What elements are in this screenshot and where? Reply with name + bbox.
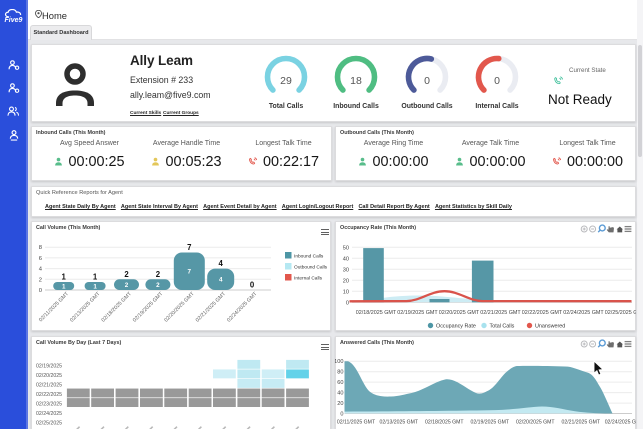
svg-text:02/22/2025: 02/22/2025 [36, 392, 62, 398]
svg-text:0: 0 [346, 300, 349, 306]
svg-text:02/21/2025: 02/21/2025 [36, 383, 62, 389]
svg-text:02/20/2025 GMT: 02/20/2025 GMT [163, 291, 196, 324]
svg-text:1: 1 [93, 273, 98, 282]
svg-text:0: 0 [250, 281, 255, 290]
svg-text:02/11/2025 GMT: 02/11/2025 GMT [337, 420, 376, 426]
svg-text:0: 0 [424, 75, 430, 87]
svg-text:02/13/2025 GMT: 02/13/2025 GMT [380, 420, 419, 426]
svg-text:6: 6 [39, 256, 42, 262]
svg-text:Outbound Calls: Outbound Calls [294, 265, 328, 271]
svg-text:50: 50 [343, 245, 349, 251]
svg-text:02/20/2025: 02/20/2025 [36, 373, 62, 379]
svg-text:8: 8 [39, 245, 42, 251]
svg-text:30: 30 [343, 267, 349, 273]
svg-text:1: 1 [93, 283, 97, 290]
svg-text:40: 40 [337, 391, 343, 397]
svg-text:18: 18 [350, 75, 362, 87]
svg-text:2: 2 [39, 277, 42, 283]
svg-text:02/18/2025 GMT: 02/18/2025 GMT [356, 310, 397, 316]
svg-text:02/25/2025: 02/25/2025 [36, 421, 62, 427]
svg-text:60: 60 [337, 380, 343, 386]
svg-text:02/18/2025 GMT: 02/18/2025 GMT [101, 291, 134, 324]
svg-text:Total Calls: Total Calls [490, 324, 515, 330]
svg-text:Occupancy Rate: Occupancy Rate [436, 324, 476, 330]
svg-text:Internal Calls: Internal Calls [294, 276, 323, 282]
svg-text:0: 0 [340, 412, 343, 418]
svg-text:4: 4 [219, 259, 224, 268]
svg-text:02/19/2025 GMT: 02/19/2025 GMT [471, 420, 510, 426]
svg-text:40: 40 [343, 256, 349, 262]
svg-text:100: 100 [335, 359, 344, 365]
svg-text:2: 2 [156, 282, 160, 289]
svg-text:02/23/2025: 02/23/2025 [36, 402, 62, 408]
svg-text:0: 0 [39, 288, 42, 294]
svg-text:4: 4 [39, 267, 43, 273]
svg-text:80: 80 [337, 370, 343, 376]
svg-text:29: 29 [280, 75, 292, 87]
svg-text:1: 1 [62, 283, 66, 290]
svg-text:20: 20 [337, 401, 343, 407]
svg-text:Unanswered: Unanswered [535, 324, 565, 330]
svg-text:02/24/2025: 02/24/2025 [36, 411, 62, 417]
svg-text:02/19/2025: 02/19/2025 [36, 364, 62, 370]
svg-text:02/19/2025 GMT: 02/19/2025 GMT [132, 291, 165, 324]
svg-text:02/24/2025 GMT: 02/24/2025 GMT [563, 310, 604, 316]
svg-text:0: 0 [494, 75, 500, 87]
svg-text:02/21/2025 GMT: 02/21/2025 GMT [562, 420, 601, 426]
svg-text:1: 1 [62, 273, 67, 282]
svg-text:4: 4 [219, 277, 223, 284]
svg-text:02/20/2025 GMT: 02/20/2025 GMT [516, 420, 555, 426]
svg-text:02/24/2025 GMT: 02/24/2025 GMT [605, 420, 636, 426]
svg-text:2: 2 [124, 270, 129, 279]
svg-text:02/19/2025 GMT: 02/19/2025 GMT [397, 310, 438, 316]
svg-text:02/20/2025 GMT: 02/20/2025 GMT [439, 310, 480, 316]
svg-text:2: 2 [125, 282, 129, 289]
svg-text:02/25/2025 GMT: 02/25/2025 GMT [605, 310, 636, 316]
svg-text:02/21/2025 GMT: 02/21/2025 GMT [195, 291, 228, 324]
svg-text:Inbound Calls: Inbound Calls [294, 254, 324, 260]
svg-text:Five9: Five9 [5, 17, 23, 24]
svg-text:02/18/2025 GMT: 02/18/2025 GMT [425, 420, 464, 426]
svg-text:02/21/2025 GMT: 02/21/2025 GMT [480, 310, 521, 316]
svg-text:02/13/2025 GMT: 02/13/2025 GMT [69, 291, 102, 324]
svg-text:02/22/2025 GMT: 02/22/2025 GMT [522, 310, 563, 316]
svg-text:02/24/2025 GMT: 02/24/2025 GMT [226, 291, 259, 324]
svg-text:02/11/2025 GMT: 02/11/2025 GMT [38, 291, 71, 324]
svg-text:10: 10 [343, 289, 349, 295]
svg-text:2: 2 [156, 270, 161, 279]
svg-text:7: 7 [187, 243, 191, 252]
svg-text:20: 20 [343, 278, 349, 284]
svg-text:7: 7 [188, 269, 192, 276]
